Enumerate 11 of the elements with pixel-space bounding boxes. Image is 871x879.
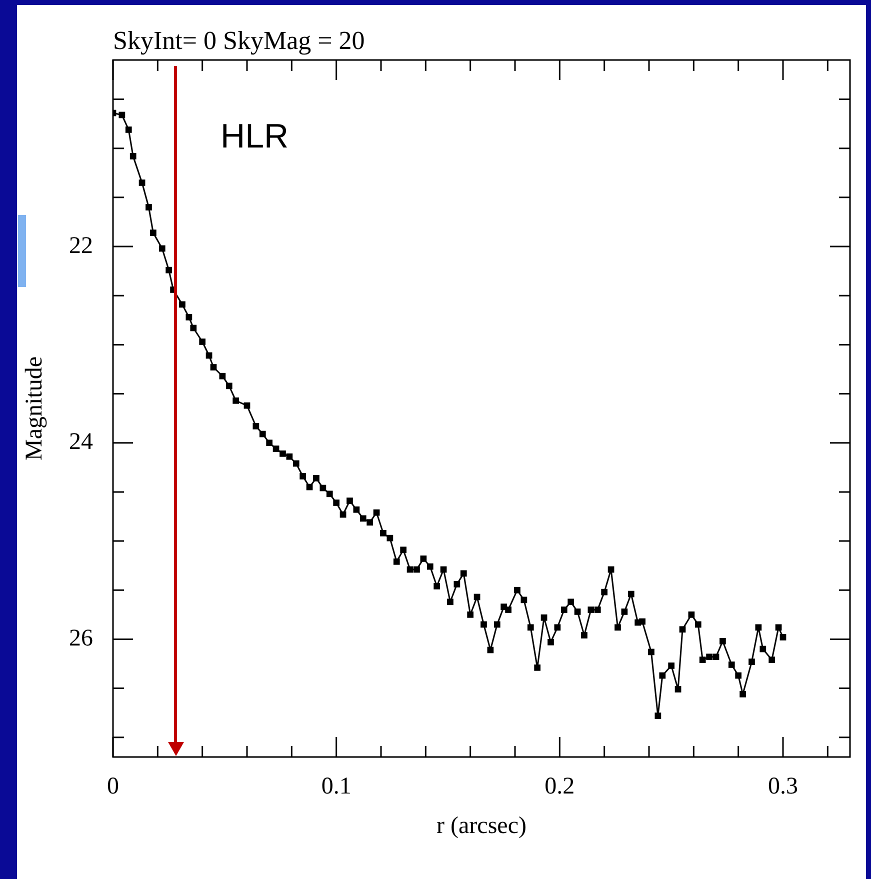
y-tick-label: 24 xyxy=(69,429,93,456)
chart-title: SkyInt= 0 SkyMag = 20 xyxy=(113,26,365,55)
x-axis-title: r (arcsec) xyxy=(436,812,526,839)
ref-line-label: HLR xyxy=(220,117,289,156)
x-tick-label: 0.3 xyxy=(768,774,798,800)
y-tick-label: 26 xyxy=(69,625,93,652)
y-tick-label: 22 xyxy=(69,232,93,259)
y-axis-title: Magnitude xyxy=(22,356,48,460)
x-tick-label: 0.1 xyxy=(321,774,352,800)
x-tick-label: 0.2 xyxy=(544,774,575,800)
x-tick-label: 0 xyxy=(107,774,119,800)
